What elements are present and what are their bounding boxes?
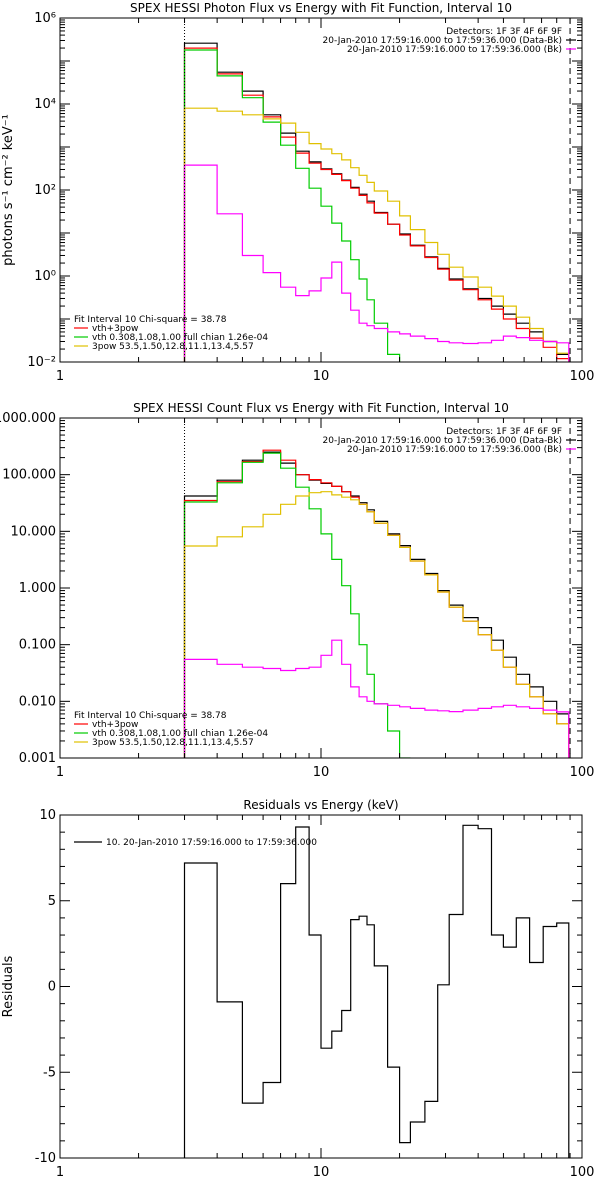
legend-bottom: Fit Interval 10 Chi-square = 38.78vth+3p…	[74, 711, 268, 748]
series-group	[183, 42, 570, 362]
x-tick-label: 100	[570, 369, 595, 384]
legend-bottom-text: Fit Interval 10 Chi-square = 38.78	[74, 315, 227, 325]
legend-bottom: Fit Interval 10 Chi-square = 38.78vth+3p…	[74, 315, 268, 352]
legend-top-text: Detectors: 1F 3F 4F 6F 9F	[446, 427, 562, 437]
y-tick-label: 0.100	[19, 638, 56, 653]
y-tick-label: -10	[35, 1151, 56, 1166]
legend-top-text: 20-Jan-2010 17:59:16.000 to 17:59:36.000…	[323, 36, 562, 46]
legend-top-text: Detectors: 1F 3F 4F 6F 9F	[446, 27, 562, 37]
legend-bottom-text: vth 0.308,1.08,1.00 full chian 1.26e-04	[92, 333, 268, 343]
series-line-3	[183, 452, 411, 758]
y-tick-label: 0	[48, 980, 56, 995]
chart-title: Residuals vs Energy (keV)	[243, 798, 398, 812]
y-tick-label: 5	[48, 894, 56, 909]
plots: SPEX HESSI Photon Flux vs Energy with Fi…	[0, 1, 594, 1180]
y-axis-label: photons s⁻¹ cm⁻² keV⁻¹	[1, 114, 16, 266]
series-line-4	[183, 107, 570, 362]
y-tick-label: 1.000	[19, 581, 56, 596]
series-line-5	[183, 164, 570, 362]
legend-top-text: 10. 20-Jan-2010 17:59:16.000 to 17:59:36…	[106, 838, 317, 848]
x-axis: 1 10 100	[56, 815, 595, 1180]
y-axis: 10⁻² 10⁰ 10² 10⁴ 10⁶	[27, 11, 582, 370]
y-tick-label: 0.010	[19, 694, 56, 709]
series-line-2	[183, 47, 570, 362]
y-tick-label: 10⁻²	[27, 355, 56, 370]
legend-bottom-text: 3pow 53.5,1.50,12.8,11.1,13.4,5.57	[92, 738, 254, 748]
y-tick-label: 10	[39, 808, 56, 823]
chart-panel-1: SPEX HESSI Photon Flux vs Energy with Fi…	[1, 1, 594, 384]
series-line-3	[183, 49, 401, 362]
chart-title: SPEX HESSI Photon Flux vs Energy with Fi…	[130, 1, 512, 15]
series-line-4	[183, 491, 570, 758]
y-tick-label: 100.000	[2, 468, 56, 483]
y-tick-label: 10²	[34, 183, 56, 198]
chart-title: SPEX HESSI Count Flux vs Energy with Fit…	[133, 401, 509, 415]
legend-top-text: 20-Jan-2010 17:59:16.000 to 17:59:36.000…	[347, 45, 562, 55]
x-tick-label: 1	[56, 369, 64, 384]
series-line-1	[183, 824, 570, 1158]
legend-top-text: 20-Jan-2010 17:59:16.000 to 17:59:36.000…	[323, 436, 562, 446]
y-tick-label: 1000.000	[0, 411, 56, 426]
legend-top-text: 20-Jan-2010 17:59:16.000 to 17:59:36.000…	[347, 445, 562, 455]
x-axis: 1 10 100	[56, 18, 595, 384]
x-tick-label: 10	[313, 1165, 330, 1180]
series-group	[183, 824, 570, 1158]
chart-panel-2: SPEX HESSI Count Flux vs Energy with Fit…	[0, 401, 594, 780]
legend-bottom-text: vth 0.308,1.08,1.00 full chian 1.26e-04	[92, 729, 268, 739]
legend-bottom-text: 3pow 53.5,1.50,12.8,11.1,13.4,5.57	[92, 342, 254, 352]
legend-bottom-text: vth+3pow	[92, 324, 138, 334]
y-tick-label: 10⁶	[34, 11, 56, 26]
legend-bottom-text: Fit Interval 10 Chi-square = 38.78	[74, 711, 227, 721]
legend-bottom-text: vth+3pow	[92, 720, 138, 730]
x-tick-label: 10	[313, 369, 330, 384]
y-axis: 0.001 0.010 0.100 1.000 10.000 100.000 1000.00…	[0, 411, 582, 766]
y-tick-label: -5	[43, 1065, 56, 1080]
y-tick-label: 10.000	[11, 524, 57, 539]
x-tick-label: 100	[570, 765, 595, 780]
series-group	[183, 449, 570, 758]
x-tick-label: 100	[570, 1165, 595, 1180]
y-axis-label: Residuals	[1, 955, 16, 1017]
x-tick-label: 1	[56, 765, 64, 780]
legend-top: 10. 20-Jan-2010 17:59:16.000 to 17:59:36…	[74, 838, 317, 848]
x-tick-label: 1	[56, 1165, 64, 1180]
y-tick-label: 0.001	[19, 751, 56, 766]
y-tick-label: 10⁰	[34, 269, 56, 284]
y-axis: -10 -5 0 5 10	[35, 808, 582, 1166]
y-tick-label: 10⁴	[34, 97, 56, 112]
series-line-5	[183, 639, 570, 758]
x-tick-label: 10	[313, 765, 330, 780]
